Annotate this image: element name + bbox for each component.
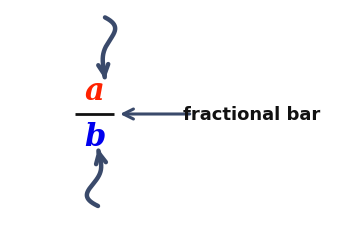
Text: fractional bar: fractional bar	[183, 106, 321, 123]
Text: a: a	[85, 76, 104, 107]
Text: b: b	[84, 122, 105, 153]
